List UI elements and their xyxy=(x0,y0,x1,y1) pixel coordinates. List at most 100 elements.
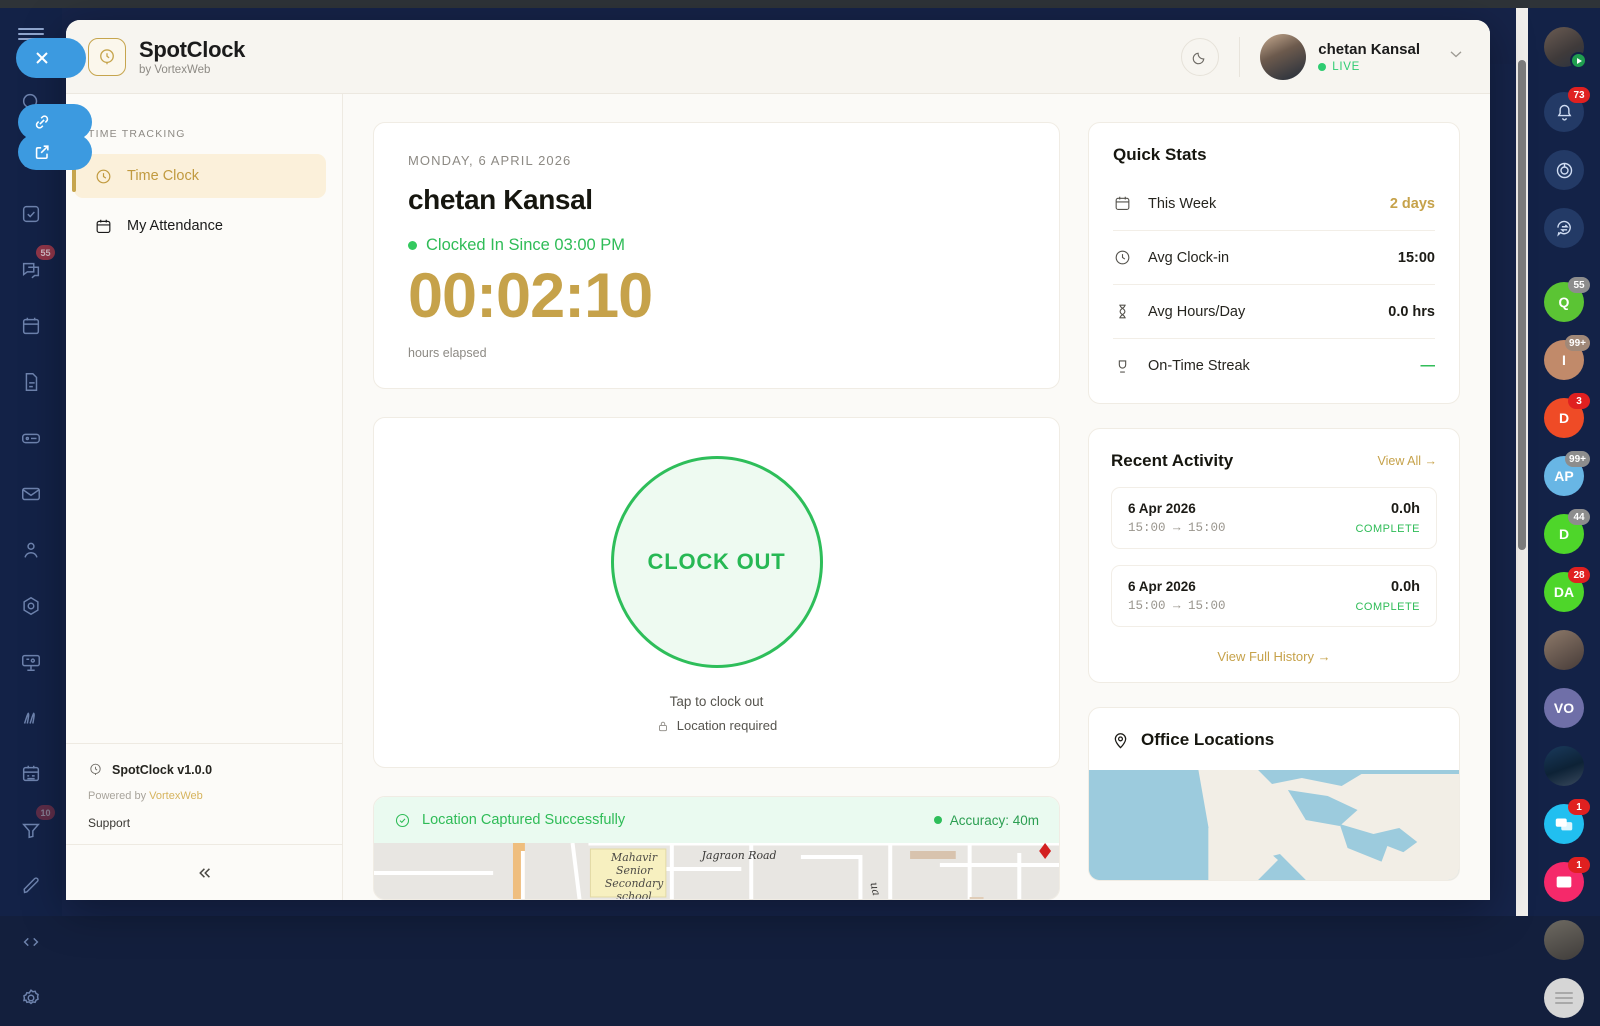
svg-text:Jagraon Road: Jagraon Road xyxy=(700,849,777,862)
chat-avatar[interactable]: VO xyxy=(1544,688,1584,728)
powered-brand-link[interactable]: VortexWeb xyxy=(149,790,203,802)
window-scrollbar[interactable] xyxy=(1516,8,1528,916)
chat-avatar[interactable] xyxy=(1544,746,1584,786)
chat-avatar[interactable]: I 99+ xyxy=(1544,340,1584,380)
clock-out-card: CLOCK OUT Tap to clock out Location requ… xyxy=(373,417,1060,768)
elapsed-caption: hours elapsed xyxy=(408,346,1025,360)
chat-avatar[interactable]: 1 xyxy=(1544,804,1584,844)
moon-icon[interactable] xyxy=(1181,38,1219,76)
status-badge: LIVE xyxy=(1318,61,1420,73)
activity-date: 6 Apr 2026 xyxy=(1128,501,1226,516)
sidebar-icon-presentation[interactable] xyxy=(9,640,53,684)
activity-row[interactable]: 6 Apr 2026 15:00 → 15:00 0.0h COMPLETE xyxy=(1111,565,1437,627)
location-capture-card: Location Captured Successfully Accuracy:… xyxy=(373,796,1060,900)
sidebar-icon-drive[interactable] xyxy=(9,416,53,460)
close-button[interactable] xyxy=(16,38,86,78)
main-right-column: Quick Stats This Week 2 days Avg Clock-i… xyxy=(1088,122,1460,900)
status-label: LIVE xyxy=(1332,61,1360,73)
placeholder-icon xyxy=(1544,978,1584,1018)
timer-card: MONDAY, 6 APRIL 2026 chetan Kansal Clock… xyxy=(373,122,1060,389)
chat-avatar[interactable]: D 44 xyxy=(1544,514,1584,554)
clock-out-hint: Tap to clock out xyxy=(670,694,764,709)
stat-label: Avg Hours/Day xyxy=(1148,304,1245,320)
sidebar-icon-mail[interactable] xyxy=(9,472,53,516)
location-requirement-label: Location required xyxy=(677,718,777,733)
sidebar-icon-funnel[interactable]: 10 xyxy=(9,808,53,852)
sidebar-icon-checkbox[interactable] xyxy=(9,192,53,236)
sidebar-icon-contacts[interactable] xyxy=(9,528,53,572)
activity-date: 6 Apr 2026 xyxy=(1128,579,1226,594)
brand-tagline: by VortexWeb xyxy=(139,64,245,76)
avatar xyxy=(1544,746,1584,786)
sidebar-item-label: Time Clock xyxy=(127,168,199,184)
sidebar-icon-external-link-highlight[interactable] xyxy=(18,134,92,170)
chat-transfer-button[interactable] xyxy=(1544,208,1584,248)
badge: 44 xyxy=(1568,509,1590,525)
chat-avatar[interactable] xyxy=(1544,920,1584,960)
sidebar-item-time-clock[interactable]: Time Clock xyxy=(74,154,326,198)
svg-text:Secondary: Secondary xyxy=(605,877,664,890)
sidebar-icon-grid-calendar[interactable] xyxy=(9,752,53,796)
location-map[interactable]: Mahavir Senior Secondary school Jagraon … xyxy=(374,843,1059,900)
os-title-strip xyxy=(0,0,1600,8)
view-full-history-link[interactable]: View Full History → xyxy=(1111,649,1437,664)
badge: 3 xyxy=(1568,393,1590,409)
badge: 73 xyxy=(1568,87,1590,103)
powered-prefix: Powered by xyxy=(88,790,149,802)
location-status-label: Location Captured Successfully xyxy=(422,812,625,828)
clock-out-label: CLOCK OUT xyxy=(648,549,786,575)
activity-state: COMPLETE xyxy=(1355,523,1420,535)
sidebar-icon-pen[interactable] xyxy=(9,864,53,908)
activity-row[interactable]: 6 Apr 2026 15:00 → 15:00 0.0h COMPLETE xyxy=(1111,487,1437,549)
support-link[interactable]: Support xyxy=(88,816,320,830)
notifications-button[interactable]: 73 xyxy=(1544,92,1584,132)
modal-body: TIME TRACKING Time Clock My Attendance S… xyxy=(66,94,1490,900)
sidebar-icon-settings[interactable] xyxy=(9,976,53,1020)
chevron-down-icon[interactable] xyxy=(1446,44,1466,69)
clock-status: Clocked In Since 03:00 PM xyxy=(408,236,1025,255)
chat-avatar[interactable]: AP 99+ xyxy=(1544,456,1584,496)
badge: 55 xyxy=(1568,277,1590,293)
clock-icon xyxy=(88,762,103,777)
sidebar-icon-chat[interactable]: 55 xyxy=(9,248,53,292)
sidebar-footer: SpotClock v1.0.0 Powered by VortexWeb Su… xyxy=(66,743,342,844)
brand-name: SpotClock xyxy=(139,37,245,63)
focus-button[interactable] xyxy=(1544,150,1584,190)
sidebar-item-my-attendance[interactable]: My Attendance xyxy=(74,204,326,248)
sidebar-icon-code[interactable] xyxy=(9,920,53,964)
scrollbar-thumb[interactable] xyxy=(1518,60,1526,550)
stat-row-avg-hours-per-day: Avg Hours/Day 0.0 hrs xyxy=(1113,285,1435,339)
collapse-sidebar-button[interactable] xyxy=(66,844,342,900)
sidebar-icon-waves[interactable] xyxy=(9,696,53,740)
right-activity-rail[interactable]: 73 Q 55 I 99+ D 3 AP 99+ D 44 DA 28 VO xyxy=(1528,8,1600,916)
recent-activity-header: Recent Activity View All → xyxy=(1111,451,1437,471)
view-all-link[interactable]: View All → xyxy=(1377,454,1437,468)
award-icon xyxy=(1113,357,1132,376)
location-requirement: Location required xyxy=(656,718,777,733)
chat-placeholder[interactable] xyxy=(1544,978,1584,1018)
clock-out-button[interactable]: CLOCK OUT xyxy=(611,456,823,668)
activity-times: 15:00 → 15:00 xyxy=(1128,521,1226,535)
left-icon-rail[interactable]: 55 10 xyxy=(0,8,62,916)
left-rail-icons[interactable]: 55 10 xyxy=(0,74,62,1026)
chat-avatar[interactable]: Q 55 xyxy=(1544,282,1584,322)
clock-icon xyxy=(88,38,126,76)
header-actions: chetan Kansal LIVE xyxy=(1181,34,1466,80)
accuracy-label: Accuracy: 40m xyxy=(950,813,1039,828)
office-locations-card: Office Locations xyxy=(1088,707,1460,881)
activity-hours: 0.0h xyxy=(1355,501,1420,517)
badge: 28 xyxy=(1568,567,1590,583)
page-title: chetan Kansal xyxy=(408,184,1025,216)
sidebar-icon-document[interactable] xyxy=(9,360,53,404)
powered-by: Powered by VortexWeb xyxy=(88,790,320,802)
quick-stats-card: Quick Stats This Week 2 days Avg Clock-i… xyxy=(1088,122,1460,404)
world-map[interactable] xyxy=(1089,770,1459,880)
chat-avatar[interactable] xyxy=(1544,630,1584,670)
sidebar-icon-calendar[interactable] xyxy=(9,304,53,348)
chat-avatar[interactable]: 1 xyxy=(1544,862,1584,902)
rail-avatar-self[interactable] xyxy=(1544,27,1584,67)
user-menu[interactable]: chetan Kansal LIVE xyxy=(1260,34,1466,80)
chat-avatar[interactable]: D 3 xyxy=(1544,398,1584,438)
chat-avatar[interactable]: DA 28 xyxy=(1544,572,1584,612)
sidebar-icon-hexagon[interactable] xyxy=(9,584,53,628)
